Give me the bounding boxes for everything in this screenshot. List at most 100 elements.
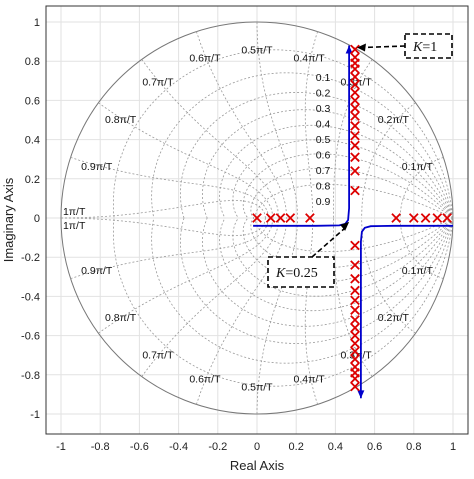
tick-layer: -1 -0.8 -0.6 -0.4 -0.2 0 0.2 0.4 0.6 0.8 110.80.60… [21,17,456,453]
zgrid-layer: 0.1 0.2 0.3 0.4 0.5 0.6 0.7 0.8 0.9 0.5π/T 0.4π/T 0… [60,21,454,415]
pole-marker-stroke [350,121,360,131]
pole-marker [285,213,296,223]
y-tick-label: 0.6 [25,95,40,107]
pole-marker-stroke [350,305,360,315]
damping-ratio-label: 0.4 [316,119,331,131]
damping-ratio-label: 0.1 [316,72,331,84]
pole-marker [350,315,360,325]
x-tick-label: 0.2 [289,441,304,453]
pole-marker [408,213,419,223]
frequency-curve-lower [60,217,266,236]
pole-marker-stroke [350,362,360,372]
pole-marker-stroke [350,103,360,114]
callout-k025-arrowhead [340,221,350,231]
callout-k025-label: K=0.25 [275,266,318,281]
callout-k1-label: K=1 [412,40,437,55]
pole-marker [350,79,360,90]
damping-ratio-label: 0.2 [316,88,331,100]
pole-marker [350,330,360,341]
pole-marker-stroke [350,64,360,74]
y-tick-label: -0.4 [21,291,40,303]
pole-marker [350,322,360,333]
pole-marker [350,64,360,74]
pole-marker-stroke [350,111,360,121]
pole-marker-stroke [275,213,286,223]
frequency-curve-upper [141,59,280,219]
pole-marker [350,240,360,251]
damping-ratio-label: 0.6 [316,150,331,162]
damping-curve-upper [250,167,454,219]
y-tick-label: -0.2 [21,252,40,264]
x-tick-label: -0.4 [169,441,188,453]
pole-marker-stroke [350,95,360,106]
pole-marker [305,213,315,223]
pole-marker-stroke [391,213,401,223]
pole-marker [350,111,360,121]
x-tick-label: 0.6 [367,441,382,453]
frequency-curve-lower [361,217,416,334]
x-tick-label: 1 [450,441,456,453]
frequency-label-upper: 0.1π/T [402,161,434,173]
pole-marker-stroke [350,260,360,270]
pole-marker [350,346,360,357]
root-locus-branch [253,45,350,227]
pole-marker-stroke [350,185,360,196]
damping-curve-lower [219,217,454,312]
frequency-curve-upper [70,157,269,219]
frequency-label-upper: 0.8π/T [105,114,137,126]
frequency-curve-upper [361,102,416,219]
damping-ratio-label: 0.8 [316,181,331,193]
x-tick-label: 0.8 [406,441,421,453]
callout-k025-leader [311,227,346,258]
frequency-curve-upper [304,31,318,219]
pole-marker [350,152,360,163]
y-tick-label: 0.8 [25,56,40,68]
pole-marker-stroke [252,213,262,223]
x-tick-label: -0.6 [130,441,149,453]
pole-marker [350,260,360,270]
damping-curve-lower [250,217,454,269]
callout-k1-arrowhead [356,43,366,52]
damping-curve-upper [202,109,454,219]
frequency-label-lower: 0.4π/T [294,373,326,385]
pole-marker [391,213,401,223]
pole-marker [350,295,360,306]
pole-marker [350,354,360,364]
frequency-label-lower: 0.9π/T [81,265,113,277]
pole-marker [350,121,360,131]
pole-marker-stroke [285,213,296,223]
pole-marker-stroke [350,87,360,98]
pole-marker [350,362,360,372]
pole-marker [350,95,360,106]
frequency-curve-upper [196,31,288,219]
pole-marker [275,213,286,223]
pole-marker [420,213,431,223]
pole-marker-stroke [265,213,276,223]
frequency-curve-upper [399,157,444,219]
damping-curve-lower [151,217,454,364]
y-tick-label: 0.2 [25,174,40,186]
pole-marker [350,273,360,284]
y-axis-label: Imaginary Axis [1,177,16,262]
pole-marker [350,44,360,55]
pole-marker [350,166,360,176]
damping-curve-upper [219,124,454,219]
pole-marker-stroke [350,240,360,251]
marker-layer [252,44,452,392]
pole-marker [350,285,360,296]
damping-ratio-label: 0.9 [316,196,331,208]
pole-marker-stroke [350,381,360,392]
damping-ratio-label: 0.3 [316,103,331,115]
y-tick-label: 0 [34,213,40,225]
pole-marker-stroke [305,213,315,223]
pole-marker-stroke [350,79,360,90]
plot-area-frame [45,5,469,435]
pole-marker-stroke [350,315,360,325]
damping-ratio-label: 0.7 [316,165,331,177]
pole-marker-stroke [432,213,443,223]
damping-curve-upper [242,153,454,219]
frequency-label-lower: 0.7π/T [142,349,174,361]
pole-marker-stroke [350,285,360,296]
